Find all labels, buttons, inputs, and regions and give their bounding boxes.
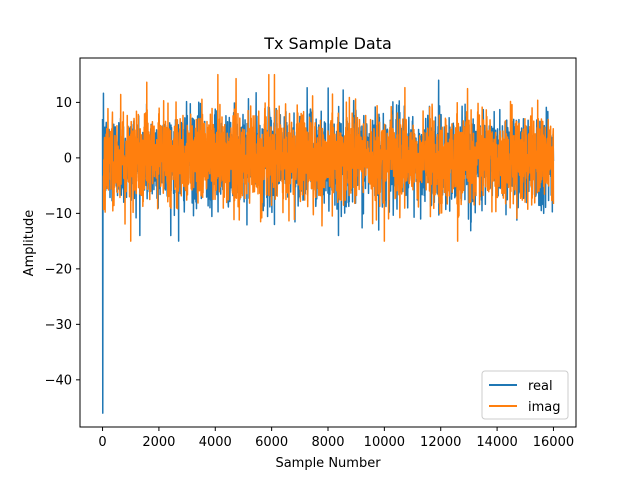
x-tick-label: 2000 xyxy=(142,435,175,450)
legend-label-real: real xyxy=(528,379,553,394)
y-tick-label: −20 xyxy=(45,262,72,277)
y-axis-ticks: 10 0 −10 −20 −30 −40 xyxy=(45,96,80,388)
x-tick-label: 12000 xyxy=(420,435,461,450)
x-tick-label: 16000 xyxy=(533,435,574,450)
x-tick-label: 8000 xyxy=(311,435,344,450)
x-axis-ticks: 0 2000 4000 6000 8000 10000 12000 14000 16000 xyxy=(98,427,574,450)
x-tick-label: 10000 xyxy=(364,435,405,450)
legend: real imag xyxy=(481,370,569,420)
y-tick-label: −10 xyxy=(45,207,72,222)
y-tick-label: 0 xyxy=(64,151,72,166)
series-line-imag xyxy=(102,73,555,242)
legend-label-imag: imag xyxy=(528,400,561,415)
y-tick-label: −40 xyxy=(45,373,72,388)
x-tick-label: 14000 xyxy=(476,435,517,450)
x-tick-label: 0 xyxy=(98,435,106,450)
series-layer xyxy=(101,73,555,414)
chart-title: Tx Sample Data xyxy=(263,34,392,53)
y-axis-label: Amplitude xyxy=(22,210,37,277)
y-tick-label: 10 xyxy=(55,96,72,111)
x-tick-label: 4000 xyxy=(199,435,232,450)
x-axis-label: Sample Number xyxy=(275,456,381,471)
x-tick-label: 6000 xyxy=(255,435,288,450)
y-tick-label: −30 xyxy=(45,318,72,333)
